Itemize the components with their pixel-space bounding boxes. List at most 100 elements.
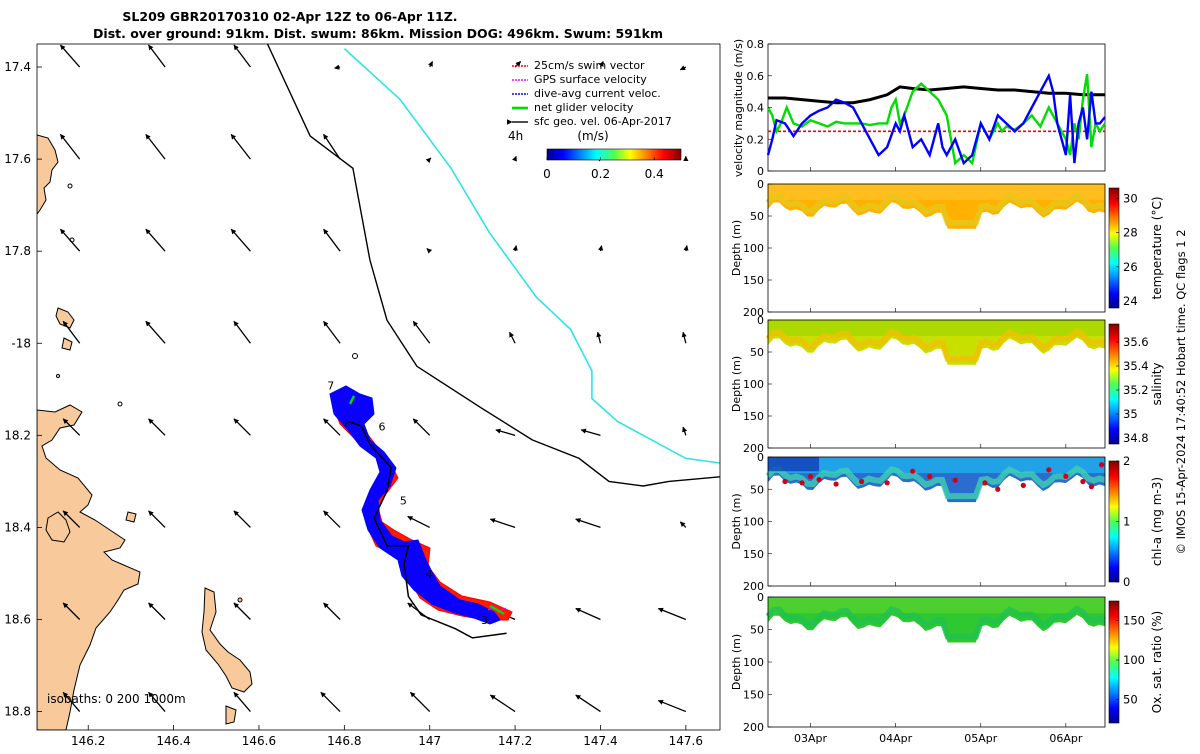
time-tick-label: 06Apr xyxy=(1049,732,1083,745)
geo-vel-arrow xyxy=(62,691,81,713)
geo-vel-arrow xyxy=(489,518,516,529)
geo-vel-arrow xyxy=(657,607,687,621)
chla-high-point xyxy=(1080,478,1086,485)
temperature-colorbar-tick: 30 xyxy=(1123,191,1138,205)
geo-vel-arrow xyxy=(233,418,251,436)
geo-vel-arrow xyxy=(598,245,604,252)
temperature-deep-layer xyxy=(765,192,1106,226)
chla-high-point xyxy=(816,476,822,483)
speed-colorbar-tick: 0 xyxy=(543,167,551,181)
geo-vel-arrow xyxy=(334,64,341,70)
chla-depth-tick: 0 xyxy=(757,451,764,464)
glider-track-group: 3 4 5 6 7 xyxy=(327,379,513,639)
geo-vel-arrow xyxy=(145,320,166,344)
time-tick-label: 03Apr xyxy=(794,732,828,745)
track-day-labels: 3 4 5 6 7 xyxy=(327,379,488,627)
geo-vel-arrow xyxy=(428,61,434,68)
map-lat-tick-label: 17.4 xyxy=(4,60,31,74)
geo-vel-arrow xyxy=(59,228,81,252)
temperature-colorbar-tick: 24 xyxy=(1123,294,1138,308)
track-label-5: 5 xyxy=(400,494,407,507)
map-lat-tick-label: -18 xyxy=(11,336,31,350)
small-island xyxy=(225,705,237,725)
chla-colorbar-tick: 1 xyxy=(1123,515,1130,529)
map-legend: 25cm/s swim vector GPS surface velocity … xyxy=(506,59,682,181)
map-lat-tick-label: 18.8 xyxy=(4,705,31,719)
chla-high-point xyxy=(1020,482,1026,488)
speed-colorbar xyxy=(546,148,682,161)
geo-vel-arrow xyxy=(230,133,251,160)
temperature-ylabel: Depth (m) xyxy=(730,220,743,276)
map-lon-tick-label: 146.6 xyxy=(242,734,276,748)
velocity-series xyxy=(766,72,1107,166)
chla-high-point xyxy=(952,477,958,483)
velocity-y-tick: 0 xyxy=(757,165,764,178)
geo-vel-arrow xyxy=(412,320,431,344)
geo-vel-arrow xyxy=(323,320,341,344)
map-lon-tick-label: 147.4 xyxy=(583,734,617,748)
geo-vel-arrow xyxy=(320,691,341,713)
oxygen-colorbar xyxy=(1108,600,1120,724)
chla-colorbar-label: chl-a (mg m-3) xyxy=(1150,477,1164,566)
chla-high-point xyxy=(884,480,890,486)
oxygen-colorbar-tick: 50 xyxy=(1123,692,1138,706)
oxygen-colorbar-tick: 100 xyxy=(1123,653,1145,667)
section-chla: 0 50 100 150 200 Depth (m) 0 1 2 chl-a (mg m-3) xyxy=(730,451,1164,593)
geo-vel-arrow xyxy=(679,65,687,71)
chla-colorbar-tick: 2 xyxy=(1123,454,1130,468)
isobath-1000m xyxy=(343,48,720,464)
geo-vel-arrow xyxy=(148,418,166,436)
oxygen-surface-layer xyxy=(768,597,1105,614)
salinity-depth-tick: 200 xyxy=(743,442,764,455)
geo-vel-arrow xyxy=(323,228,341,252)
temperature-depth-tick: 200 xyxy=(743,306,764,319)
section-temperature: 0 50 100 150 200 Depth (m) 24 26 28 30 temperature… xyxy=(730,178,1164,319)
geo-vel-arrow xyxy=(495,428,516,436)
speed-colorbar-tick: 0.2 xyxy=(591,167,610,181)
palm-island-2 xyxy=(61,337,73,351)
geo-vel-arrow xyxy=(145,133,166,160)
oxygen-depth-tick: 200 xyxy=(743,721,764,734)
velocity-y-ticks: 0 0.2 0.4 0.6 0.8 xyxy=(747,38,772,178)
geo-vel-arrow xyxy=(407,515,431,529)
salinity-colorbar-tick: 34.8 xyxy=(1123,431,1149,445)
map-lon-tick-label: 146.2 xyxy=(71,734,105,748)
chla-depth-tick: 50 xyxy=(750,483,764,496)
net-glider-velocity-marks xyxy=(348,395,505,616)
geo-vel-arrow xyxy=(323,418,341,436)
geo-vel-arrow xyxy=(145,228,166,252)
glider-track-line xyxy=(343,420,507,639)
isobaths-label: isobaths: 0 200 1000m xyxy=(47,692,186,706)
geo-vel-arrow xyxy=(412,418,431,436)
temperature-colorbar xyxy=(1108,187,1120,309)
track-label-6: 6 xyxy=(379,421,386,434)
hinchinbrook-island xyxy=(45,511,71,543)
temperature-depth-tick: 100 xyxy=(743,242,764,255)
chla-colorbar-tick: 0 xyxy=(1123,575,1130,589)
geo-vel-arrow xyxy=(512,245,518,252)
track-label-4: 4 xyxy=(425,568,432,581)
velocity-y-tick: 0.4 xyxy=(747,102,765,115)
salinity-depth-tick: 50 xyxy=(750,346,764,359)
mainland-coast xyxy=(37,134,59,215)
geo-vel-arrow xyxy=(233,44,251,68)
legend-gps-velocity: GPS surface velocity xyxy=(534,73,647,86)
oxygen-ylabel: Depth (m) xyxy=(730,634,743,690)
salinity-colorbar-tick: 35 xyxy=(1123,407,1138,421)
geo-vel-arrow xyxy=(62,510,81,528)
geo-vel-arrow xyxy=(596,331,602,344)
temperature-depth-tick: 0 xyxy=(757,178,764,191)
legend-swim-vector: 25cm/s swim vector xyxy=(534,59,645,72)
geo-vel-arrow xyxy=(323,602,341,620)
salinity-ylabel: Depth (m) xyxy=(730,356,743,412)
time-axis-ticks: 03Apr 04Apr 05Apr 06Apr xyxy=(794,167,1083,745)
geo-vel-arrow xyxy=(148,510,166,528)
geo-vel-arrow xyxy=(62,320,81,344)
map-frame xyxy=(36,43,721,731)
geo-vel-arrow xyxy=(426,247,433,254)
geo-vel-arrow xyxy=(148,602,166,620)
velocity-y-tick: 0.2 xyxy=(747,133,765,146)
map-lat-tick-label: 18.4 xyxy=(4,520,31,534)
geo-vel-arrow xyxy=(59,44,81,68)
